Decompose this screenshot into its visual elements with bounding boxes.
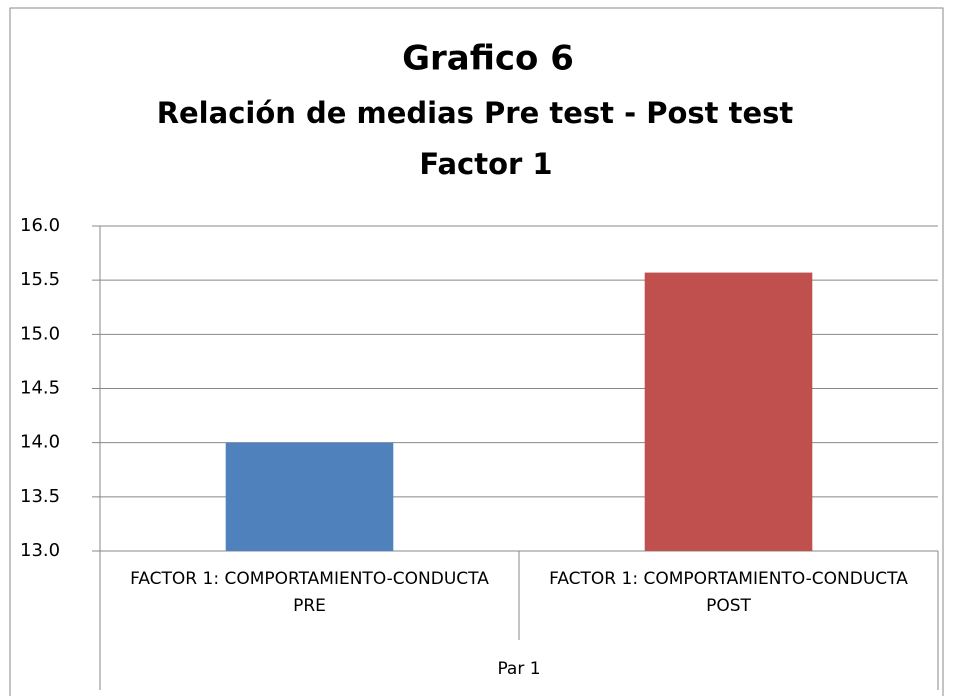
bar bbox=[225, 442, 394, 551]
chart-subtitle: Relación de medias Pre test - Post test bbox=[157, 96, 794, 130]
bar bbox=[644, 272, 813, 551]
chart-border bbox=[9, 7, 944, 696]
y-tick-label: 13.0 bbox=[20, 540, 60, 561]
group-label: Par 1 bbox=[497, 659, 540, 679]
y-tick-label: 15.5 bbox=[20, 269, 60, 290]
chart-subtitle: Factor 1 bbox=[419, 147, 552, 181]
x-tick-label: FACTOR 1: COMPORTAMIENTO-CONDUCTA PRE bbox=[130, 569, 489, 616]
y-tick-label: 16.0 bbox=[20, 215, 60, 236]
x-tick-label: FACTOR 1: COMPORTAMIENTO-CONDUCTA POST bbox=[549, 569, 908, 616]
y-tick-label: 14.0 bbox=[20, 432, 60, 453]
y-tick-label: 13.5 bbox=[20, 486, 60, 507]
y-tick-label: 14.5 bbox=[20, 378, 60, 399]
y-tick-label: 15.0 bbox=[20, 323, 60, 344]
chart-title: Grafico 6 bbox=[402, 39, 574, 79]
